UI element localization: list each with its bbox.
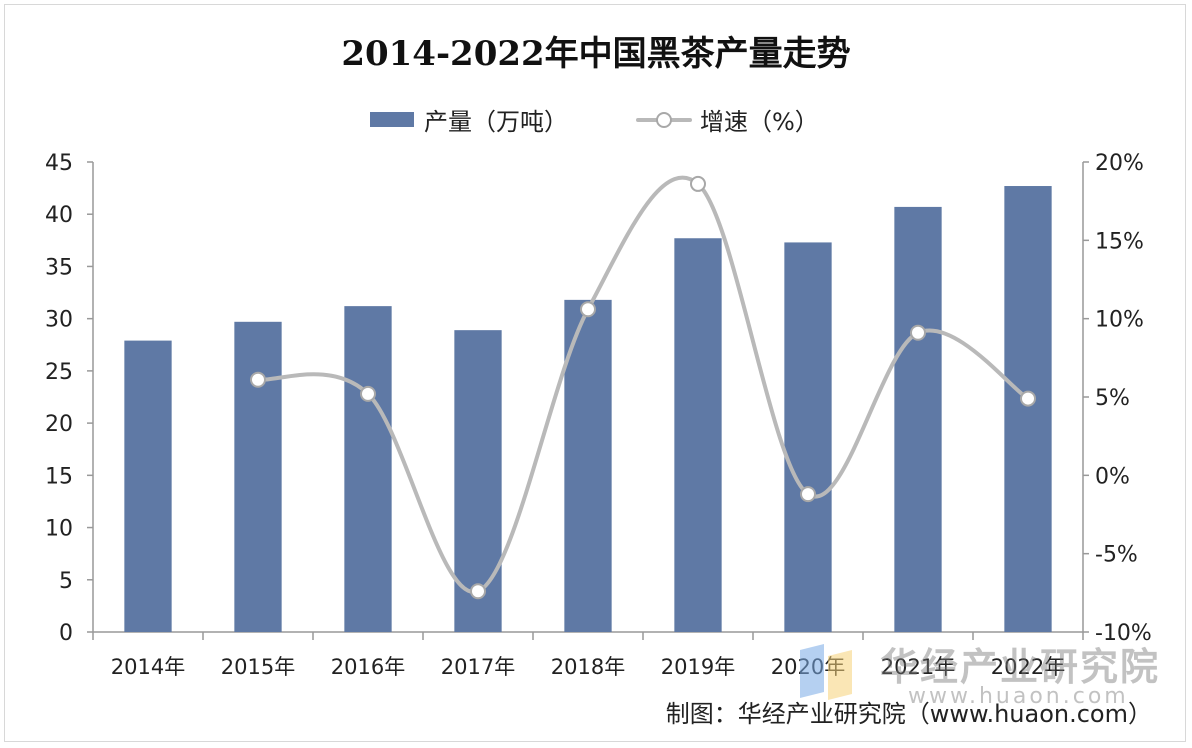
right-axis-tick-label: 10% — [1095, 308, 1144, 333]
bar-production — [454, 330, 502, 632]
point-growth — [1020, 390, 1036, 407]
legend-item-growth: 增速（%） — [636, 102, 819, 137]
x-axis-tick-label: 2022年 — [991, 655, 1065, 679]
left-axis-tick-label: 25 — [45, 360, 73, 385]
right-axis-tick-label: 0% — [1095, 464, 1130, 489]
left-axis-tick-label: 45 — [45, 151, 73, 176]
x-axis-tick-label: 2016年 — [331, 655, 405, 679]
legend-line-swatch — [636, 110, 692, 130]
left-axis-tick-label: 5 — [59, 569, 73, 594]
chart-frame — [4, 4, 1186, 742]
watermark-logo-icon — [800, 644, 852, 700]
left-axis-tick-label: 15 — [45, 464, 73, 489]
bar-production — [124, 340, 172, 632]
point-growth — [910, 324, 926, 341]
source-note: 制图：华经产业研究院（www.huaon.com） — [665, 700, 1152, 728]
legend-item-production: 产量（万吨） — [370, 102, 568, 137]
bar-production — [1004, 186, 1052, 632]
point-growth — [470, 583, 486, 600]
point-growth — [580, 301, 596, 318]
right-axis-tick-label: 20% — [1095, 151, 1144, 176]
bar-production — [674, 238, 722, 632]
x-axis-tick-label: 2017年 — [441, 655, 515, 679]
left-axis-tick-label: 35 — [45, 255, 73, 280]
right-axis-tick-label: -5% — [1095, 543, 1138, 568]
point-growth — [690, 175, 706, 192]
watermark-text: 华经产业研究院 — [880, 645, 1161, 689]
left-axis-tick-label: 10 — [45, 517, 73, 542]
bar-production — [234, 321, 282, 632]
line-growth — [256, 175, 1030, 594]
left-axis-tick-label: 30 — [45, 308, 73, 333]
x-axis-tick-label: 2018年 — [551, 655, 625, 679]
bar-production — [894, 206, 942, 632]
point-growth — [250, 371, 266, 388]
right-axis-tick-label: 15% — [1095, 229, 1144, 254]
x-axis-tick-label: 2021年 — [881, 655, 955, 679]
watermark: 华经产业研究院 www.huaon.com — [798, 636, 1168, 709]
legend-bar-swatch — [370, 112, 414, 127]
left-axis-tick-label: 20 — [45, 412, 73, 437]
point-growth — [800, 486, 816, 503]
x-axis-tick-label: 2015年 — [221, 655, 295, 679]
x-axis-tick-label: 2019年 — [661, 655, 735, 679]
right-axis-tick-label: 5% — [1095, 386, 1130, 411]
left-axis-tick-label: 0 — [59, 621, 73, 646]
bar-production — [784, 242, 832, 632]
right-axis-tick-label: -10% — [1095, 621, 1152, 646]
point-growth — [360, 385, 376, 402]
legend-label-production: 产量（万吨） — [424, 108, 568, 136]
legend-label-growth: 增速（%） — [700, 108, 819, 136]
x-axis-tick-label: 2014年 — [111, 655, 185, 679]
left-axis-tick-label: 40 — [45, 203, 73, 228]
bar-production — [564, 299, 612, 632]
watermark-url: www.huaon.com — [908, 684, 1129, 709]
chart-legend: 产量（万吨） 增速（%） — [0, 102, 1192, 136]
bar-production — [344, 306, 392, 632]
chart-title: 2014-2022年中国黑茶产量走势 — [341, 34, 851, 74]
